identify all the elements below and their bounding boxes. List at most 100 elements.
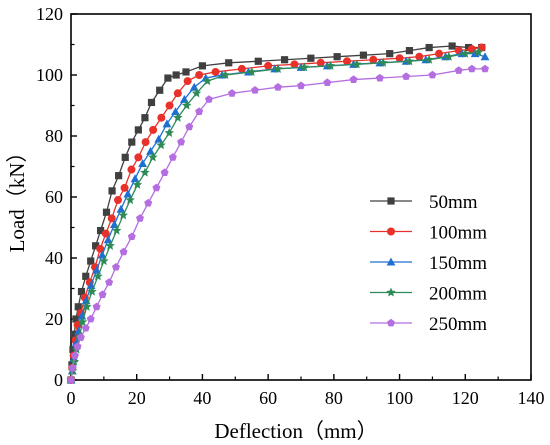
data-point-250mm	[297, 81, 305, 90]
data-point-200mm	[473, 47, 484, 57]
data-point-250mm	[454, 66, 463, 74]
data-point-50mm	[141, 114, 149, 122]
data-point-200mm	[181, 100, 192, 110]
data-point-150mm	[470, 49, 480, 58]
data-point-200mm	[156, 140, 166, 150]
y-axis-title: Load（kN）	[5, 142, 29, 253]
legend-item-50mm: 50mm	[370, 192, 478, 213]
data-point-200mm	[77, 317, 88, 327]
data-point-250mm	[152, 183, 161, 192]
data-point-250mm	[205, 95, 213, 103]
data-point-200mm	[404, 56, 415, 66]
data-point-250mm	[105, 278, 114, 286]
data-point-100mm	[237, 64, 246, 73]
data-point-150mm	[146, 146, 155, 155]
data-point-200mm	[299, 62, 310, 72]
data-point-50mm	[225, 59, 233, 67]
data-point-100mm	[101, 229, 110, 238]
data-point-250mm	[274, 83, 282, 91]
data-point-100mm	[211, 67, 220, 76]
legend-label: 100mm	[429, 223, 487, 244]
y-tick-label: 100	[36, 65, 63, 85]
series-line-100mm	[70, 46, 482, 381]
legend-marker	[387, 318, 395, 327]
legend: 50mm 100mm 150mm 200mm 250mm	[370, 192, 487, 335]
data-point-50mm	[359, 51, 368, 59]
data-point-200mm	[273, 63, 283, 73]
data-point-50mm	[115, 172, 123, 180]
legend-marker	[387, 197, 395, 205]
data-point-50mm	[77, 287, 86, 296]
data-point-50mm	[307, 54, 315, 62]
data-point-200mm	[460, 48, 471, 58]
data-point-50mm	[108, 187, 116, 195]
data-point-200mm	[118, 210, 128, 220]
data-point-250mm	[185, 122, 194, 131]
data-point-100mm	[369, 55, 378, 64]
data-point-50mm	[172, 71, 180, 79]
data-point-150mm	[103, 235, 113, 244]
x-tick-label: 60	[259, 388, 277, 408]
data-point-250mm	[228, 89, 236, 97]
data-point-200mm	[164, 127, 174, 137]
legend-marker	[386, 287, 396, 297]
data-point-50mm	[198, 62, 207, 70]
x-tick-label: 80	[325, 388, 343, 408]
data-point-100mm	[435, 49, 443, 58]
data-point-250mm	[92, 302, 101, 311]
data-point-200mm	[325, 60, 336, 70]
data-point-250mm	[375, 73, 384, 82]
legend-label: 50mm	[429, 192, 478, 213]
data-point-250mm	[127, 232, 136, 241]
data-point-100mm	[157, 113, 166, 122]
data-point-200mm	[444, 51, 454, 61]
legend-item-100mm: 100mm	[370, 223, 487, 244]
data-point-200mm	[105, 240, 115, 250]
data-point-250mm	[402, 72, 411, 80]
data-point-100mm	[467, 45, 476, 54]
data-point-150mm	[138, 159, 148, 167]
data-point-200mm	[148, 152, 158, 162]
y-tick-label: 40	[45, 248, 63, 268]
x-tick-label: 120	[452, 388, 479, 408]
data-point-200mm	[99, 256, 109, 266]
data-point-200mm	[82, 301, 92, 311]
series-100mm	[67, 43, 486, 384]
data-point-200mm	[93, 271, 103, 281]
legend-marker	[386, 257, 396, 266]
data-point-250mm	[76, 333, 85, 341]
data-point-150mm	[92, 265, 102, 274]
data-point-100mm	[120, 183, 129, 192]
x-tick-label: 20	[128, 388, 146, 408]
data-point-100mm	[264, 61, 273, 70]
legend-label: 200mm	[429, 284, 487, 305]
x-axis-title: Deflection（mm）	[214, 419, 377, 443]
data-point-100mm	[134, 153, 143, 162]
data-point-150mm	[116, 204, 126, 213]
y-tick-label: 20	[45, 309, 63, 329]
data-point-250mm	[349, 75, 358, 83]
series-250mm	[67, 64, 489, 384]
data-point-50mm	[72, 315, 80, 323]
data-point-50mm	[147, 98, 156, 107]
data-point-250mm	[323, 78, 332, 87]
data-point-200mm	[220, 70, 231, 80]
data-point-100mm	[173, 89, 182, 98]
x-tick-label: 0	[67, 388, 76, 408]
data-point-250mm	[428, 70, 437, 79]
series-line-250mm	[70, 68, 485, 381]
data-point-200mm	[173, 112, 183, 122]
data-point-50mm	[254, 57, 262, 65]
data-point-250mm	[68, 363, 77, 372]
series-150mm	[66, 49, 490, 384]
legend-label: 150mm	[429, 253, 487, 274]
data-point-150mm	[97, 250, 107, 259]
data-point-200mm	[132, 179, 143, 189]
data-point-100mm	[141, 138, 150, 147]
series-50mm	[67, 42, 486, 384]
legend-marker	[387, 227, 395, 236]
data-point-250mm	[160, 168, 169, 176]
data-point-100mm	[343, 57, 351, 66]
data-point-50mm	[87, 257, 95, 265]
